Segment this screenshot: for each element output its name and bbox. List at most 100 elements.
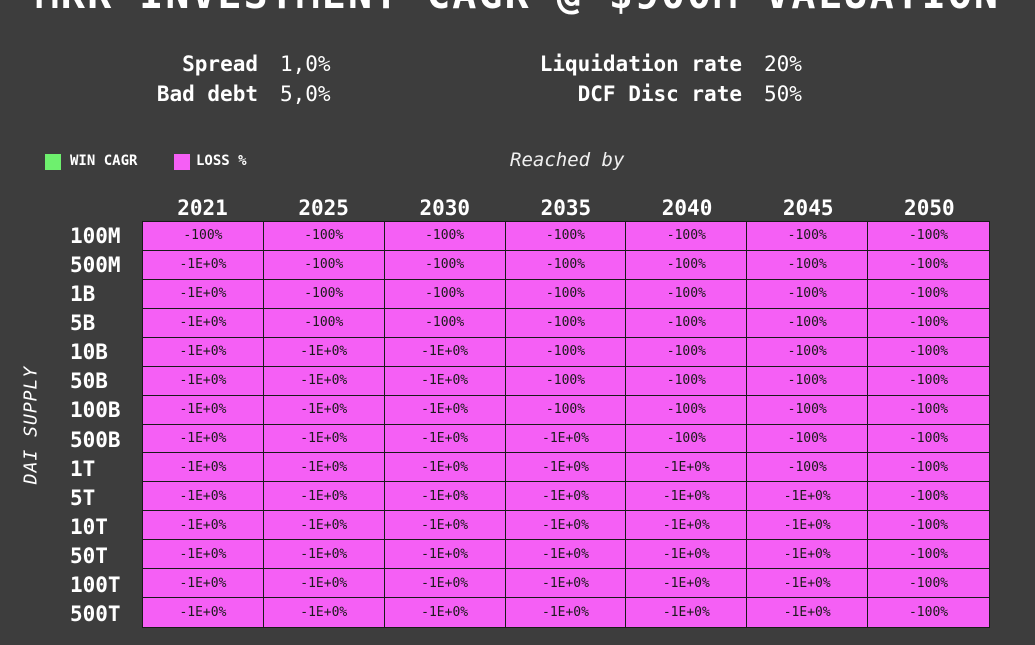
table-cell: -100% bbox=[747, 279, 869, 309]
table-cell: -1E+0% bbox=[384, 337, 506, 367]
cagr-table: -100% -100% -100% -100% -100% -100% -100% -1E+0… bbox=[142, 221, 990, 628]
table-cell: -100% bbox=[868, 366, 989, 396]
table-cell: -100% bbox=[868, 482, 989, 512]
row-label-5T: 5T bbox=[70, 485, 96, 510]
table-cell: -100% bbox=[868, 511, 989, 541]
table-cell: -1E+0% bbox=[143, 540, 264, 570]
table-cell: -100% bbox=[505, 366, 627, 396]
table-cell: -1E+0% bbox=[505, 453, 627, 483]
table-cell: -100% bbox=[263, 308, 385, 338]
row-label-500M: 500M bbox=[70, 253, 121, 278]
table-cell: -100% bbox=[626, 250, 748, 280]
table-cell: -100% bbox=[868, 250, 989, 280]
table-cell: -100% bbox=[868, 424, 989, 454]
dcf-disc-rate-label: DCF Disc rate bbox=[577, 82, 742, 106]
bad-debt-label: Bad debt bbox=[156, 82, 258, 106]
table-cell: -1E+0% bbox=[747, 598, 869, 627]
row-label-100M: 100M bbox=[70, 224, 121, 248]
dcf-disc-rate-value: 50% bbox=[764, 82, 802, 106]
table-cell: -100% bbox=[505, 395, 627, 425]
reached-by-label: Reached by bbox=[510, 149, 625, 171]
row-label-1B: 1B bbox=[70, 282, 96, 307]
bad-debt-value: 5,0% bbox=[280, 82, 331, 106]
table-cell: -100% bbox=[626, 395, 748, 425]
table-cell: -1E+0% bbox=[143, 511, 264, 541]
table-cell: -1E+0% bbox=[143, 598, 264, 627]
table-cell: -100% bbox=[747, 424, 869, 454]
table-cell: -1E+0% bbox=[626, 569, 748, 599]
table-cell: -1E+0% bbox=[505, 482, 627, 512]
table-cell: -100% bbox=[868, 279, 989, 309]
table-cell: -100% bbox=[868, 222, 989, 251]
table-cell: -1E+0% bbox=[263, 540, 385, 570]
table-cell: -100% bbox=[868, 540, 989, 570]
table-cell: -1E+0% bbox=[143, 424, 264, 454]
table-cell: -1E+0% bbox=[143, 453, 264, 483]
table-cell: -1E+0% bbox=[626, 511, 748, 541]
column-header-2040: 2040 bbox=[661, 196, 713, 220]
table-cell: -100% bbox=[263, 250, 385, 280]
table-cell: -1E+0% bbox=[747, 511, 869, 541]
table-cell: -1E+0% bbox=[384, 482, 506, 512]
table-cell: -100% bbox=[505, 308, 627, 338]
table-cell: -1E+0% bbox=[626, 453, 748, 483]
row-label-100B: 100B bbox=[70, 398, 121, 423]
table-cell: -100% bbox=[626, 279, 748, 309]
table-cell: -1E+0% bbox=[263, 482, 385, 512]
table-cell: -1E+0% bbox=[263, 395, 385, 425]
table-cell: -1E+0% bbox=[505, 598, 627, 627]
column-header-2050: 2050 bbox=[904, 196, 955, 220]
table-cell: -100% bbox=[747, 366, 869, 396]
table-cell: -100% bbox=[384, 308, 506, 338]
column-header-2045: 2045 bbox=[782, 196, 834, 220]
row-label-5B: 5B bbox=[70, 311, 96, 336]
table-cell: -1E+0% bbox=[143, 482, 264, 512]
table-cell: -100% bbox=[868, 308, 989, 338]
table-cell: -1E+0% bbox=[263, 424, 385, 454]
table-cell: -1E+0% bbox=[384, 366, 506, 396]
table-cell: -100% bbox=[868, 337, 989, 367]
liquidation-rate-label: Liquidation rate bbox=[539, 52, 742, 76]
row-label-50B: 50B bbox=[70, 369, 108, 394]
table-cell: -100% bbox=[384, 279, 506, 309]
table-cell: -100% bbox=[868, 453, 989, 483]
spread-value: 1,0% bbox=[280, 52, 331, 76]
dai-supply-axis-label: DAI SUPPLY bbox=[20, 365, 42, 485]
table-cell: -1E+0% bbox=[384, 453, 506, 483]
table-cell: -100% bbox=[626, 337, 748, 367]
table-cell: -100% bbox=[747, 337, 869, 367]
legend-loss-swatch bbox=[174, 154, 190, 170]
table-cell: -1E+0% bbox=[143, 250, 264, 280]
spread-label: Spread bbox=[182, 52, 258, 76]
table-cell: -1E+0% bbox=[143, 569, 264, 599]
table-cell: -100% bbox=[868, 395, 989, 425]
column-header-2021: 2021 bbox=[177, 196, 228, 220]
row-label-50T: 50T bbox=[70, 543, 108, 568]
table-cell: -1E+0% bbox=[263, 337, 385, 367]
table-cell: -1E+0% bbox=[505, 569, 627, 599]
table-cell: -100% bbox=[626, 308, 748, 338]
table-cell: -1E+0% bbox=[626, 482, 748, 512]
table-cell: -1E+0% bbox=[263, 366, 385, 396]
table-cell: -100% bbox=[384, 250, 506, 280]
table-cell: -100% bbox=[868, 598, 989, 627]
table-cell: -1E+0% bbox=[143, 366, 264, 396]
table-cell: -100% bbox=[505, 279, 627, 309]
table-cell: -100% bbox=[626, 424, 748, 454]
table-cell: -1E+0% bbox=[747, 540, 869, 570]
column-header-2035: 2035 bbox=[540, 196, 592, 220]
table-cell: -100% bbox=[263, 222, 385, 251]
legend-win-swatch bbox=[45, 154, 61, 170]
table-cell: -100% bbox=[747, 308, 869, 338]
table-cell: -1E+0% bbox=[263, 511, 385, 541]
table-cell: -1E+0% bbox=[263, 453, 385, 483]
table-cell: -100% bbox=[505, 337, 627, 367]
table-cell: -100% bbox=[747, 395, 869, 425]
table-cell: -1E+0% bbox=[505, 511, 627, 541]
table-cell: -1E+0% bbox=[384, 424, 506, 454]
table-cell: -1E+0% bbox=[505, 424, 627, 454]
table-cell: -100% bbox=[747, 250, 869, 280]
table-cell: -100% bbox=[747, 222, 869, 251]
table-cell: -1E+0% bbox=[143, 308, 264, 338]
table-cell: -1E+0% bbox=[747, 482, 869, 512]
